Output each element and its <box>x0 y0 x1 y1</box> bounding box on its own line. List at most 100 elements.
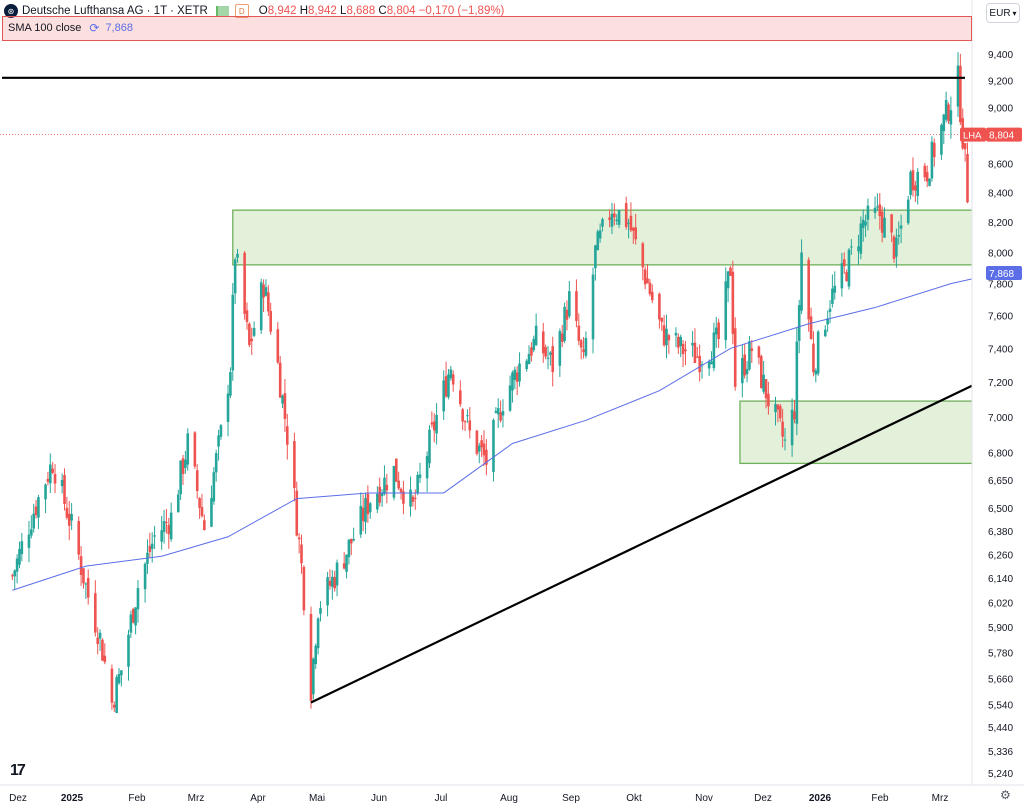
candle <box>601 219 604 227</box>
candle <box>914 185 917 191</box>
candle <box>757 346 761 358</box>
candle <box>231 294 235 371</box>
candle <box>807 259 810 320</box>
candle <box>160 530 163 542</box>
candle <box>60 479 64 487</box>
gear-icon[interactable]: ⚙ <box>1000 788 1011 802</box>
candle <box>184 459 187 468</box>
candle <box>933 142 936 158</box>
candle <box>143 563 147 590</box>
last-price-label: 8,804 <box>989 131 1014 142</box>
candle <box>878 204 882 216</box>
candle <box>947 104 950 122</box>
candle <box>316 618 320 649</box>
x-tick-label: 2026 <box>809 793 832 804</box>
candle <box>302 566 306 611</box>
y-tick-label: 9,000 <box>988 104 1013 115</box>
last-price-badge <box>986 127 1022 142</box>
candle <box>795 341 799 424</box>
candle <box>847 249 851 287</box>
y-tick-label: 6,800 <box>988 448 1013 459</box>
candle <box>527 353 531 365</box>
candle <box>530 347 533 356</box>
candle <box>347 539 351 558</box>
candle <box>212 472 216 502</box>
candle <box>492 419 495 473</box>
candle <box>840 263 844 289</box>
candle <box>575 291 578 321</box>
y-tick-label: 7,200 <box>988 378 1013 389</box>
candle <box>285 426 289 445</box>
candle <box>859 223 863 254</box>
candle <box>101 639 104 661</box>
candle <box>781 421 784 437</box>
candle <box>236 253 239 258</box>
ohlc-values: O8,942 H8,942 L8,688 C8,804 −0,170 (−1,8… <box>258 5 505 17</box>
candle <box>314 645 318 665</box>
indicator-legend[interactable]: SMA 100 close ⟳ 7,868 <box>8 21 133 35</box>
candle <box>909 171 912 195</box>
candle <box>96 637 99 645</box>
candle <box>845 272 848 282</box>
candle <box>966 154 969 203</box>
candle <box>136 588 140 610</box>
candle <box>596 231 600 251</box>
candle <box>660 317 664 322</box>
candle <box>27 534 31 548</box>
candle <box>895 237 898 257</box>
x-tick-label: Okt <box>626 793 642 804</box>
candle <box>541 331 545 354</box>
candle <box>475 430 479 454</box>
candle <box>281 395 284 404</box>
candle <box>691 342 694 346</box>
candle <box>210 498 213 527</box>
candle <box>79 556 83 575</box>
tradingview-logo-icon[interactable]: 17 <box>10 762 26 779</box>
candle <box>724 281 728 341</box>
candle <box>717 322 720 340</box>
candle <box>165 521 168 523</box>
candle <box>278 362 282 398</box>
candle <box>148 545 152 552</box>
flag-icon[interactable] <box>215 6 229 16</box>
candle <box>617 209 621 225</box>
candle <box>959 65 962 123</box>
candle <box>134 607 137 626</box>
symbol-title[interactable]: Deutsche Lufthansa AG · 1T · XETR <box>22 5 208 17</box>
sma-price-label: 7,868 <box>989 269 1014 280</box>
candle <box>226 393 230 422</box>
candle <box>245 310 249 322</box>
x-tick-label: Jul <box>435 793 448 804</box>
legend-row: ⊛ Deutsche Lufthansa AG · 1T · XETR D O8… <box>4 3 504 19</box>
sma-highlight-box <box>2 16 972 41</box>
candle <box>511 372 514 391</box>
currency-selector[interactable]: EUR ▾ <box>986 3 1020 23</box>
candle <box>629 215 633 231</box>
x-tick-label: Apr <box>250 793 266 804</box>
candle <box>558 331 562 366</box>
candle <box>267 292 270 312</box>
candle <box>956 65 960 107</box>
d-badge-icon[interactable]: D <box>234 4 249 18</box>
candle <box>750 348 754 351</box>
candle <box>411 496 415 502</box>
candle <box>963 143 967 150</box>
candle <box>444 376 448 397</box>
candle <box>468 420 472 431</box>
candle <box>774 403 777 413</box>
loading-icon: ⟳ <box>89 21 100 35</box>
candle <box>577 325 581 341</box>
candle <box>494 411 498 413</box>
candle <box>532 338 536 351</box>
candle <box>34 506 38 516</box>
candle <box>219 425 223 437</box>
candle <box>748 341 751 370</box>
candle <box>650 291 654 301</box>
candle <box>615 219 619 222</box>
candle <box>368 503 372 513</box>
candle <box>366 493 370 515</box>
candle <box>508 385 512 411</box>
candle <box>551 346 555 373</box>
candle <box>459 390 462 405</box>
